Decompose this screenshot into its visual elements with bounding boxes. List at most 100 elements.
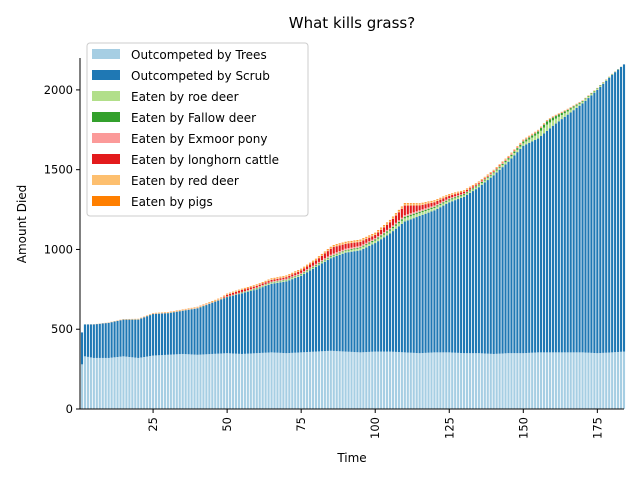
bar-segment-series-7 [403, 203, 406, 204]
bar-segment-series-6 [320, 254, 323, 256]
bar-segment-series-5 [362, 240, 365, 245]
bar-segment-series-0 [451, 352, 454, 409]
bar-segment-series-6 [344, 242, 347, 244]
bar-segment-series-0 [362, 352, 365, 409]
bar-segment-series-4 [234, 293, 238, 295]
bar-segment-series-1 [184, 310, 187, 355]
bar-segment-series-6 [400, 207, 403, 209]
bar-segment-series-1 [128, 319, 131, 357]
bar-segment-series-0 [255, 353, 258, 409]
bar-segment-series-6 [492, 170, 495, 172]
bar-segment-series-0 [163, 354, 166, 409]
bar-segment-series-2 [457, 197, 460, 200]
bar-segment-series-6 [468, 187, 472, 189]
bar-segment-series-4 [264, 283, 267, 285]
bar-segment-series-2 [513, 153, 516, 156]
bar-segment-series-3 [273, 281, 276, 283]
bar-segment-series-3 [468, 190, 472, 192]
bar-segment-series-2 [542, 127, 546, 134]
bar-segment-series-2 [498, 167, 501, 170]
bar-segment-series-1 [406, 220, 409, 353]
bar-segment-series-7 [234, 290, 238, 292]
bar-segment-series-1 [217, 300, 220, 354]
bar-segment-series-2 [593, 91, 596, 93]
bar-segment-series-0 [107, 357, 110, 409]
bar-segment-series-1 [326, 259, 329, 351]
bar-segment-series-1 [320, 263, 323, 352]
bar-segment-series-2 [448, 200, 451, 203]
bar-segment-series-5 [258, 284, 261, 287]
legend-frame [86, 42, 309, 217]
bar-segment-series-7 [335, 244, 338, 246]
bar-segment-series-1 [240, 293, 243, 354]
bar-segment-series-2 [548, 122, 552, 129]
bar-segment-series-6 [347, 242, 350, 244]
bar-segment-series-1 [101, 323, 104, 358]
bar-segment-series-2 [572, 107, 575, 111]
bar-segment-series-5 [234, 291, 238, 294]
bar-segment-series-0 [560, 352, 563, 409]
bar-segment-series-5 [359, 241, 362, 246]
bar-segment-series-3 [415, 212, 418, 215]
bar-segment-series-2 [605, 80, 608, 81]
bar-segment-series-0 [131, 357, 134, 409]
bar-segment-series-0 [489, 353, 492, 409]
bar-segment-series-0 [359, 352, 362, 409]
bar-segment-series-0 [178, 354, 181, 409]
bar-segment-series-3 [442, 202, 445, 204]
bar-segment-series-0 [581, 352, 584, 409]
bar-segment-series-2 [525, 141, 528, 145]
x-tick-label: 50 [220, 417, 234, 432]
bar-segment-series-3 [377, 237, 380, 239]
bar-segment-series-1 [261, 287, 264, 353]
bar-segment-series-2 [252, 289, 255, 291]
bar-segment-series-5 [344, 243, 347, 249]
bar-segment-series-2 [338, 253, 341, 255]
bar-segment-series-5 [267, 281, 270, 283]
bar-segment-series-6 [448, 194, 451, 196]
bar-segment-series-0 [122, 356, 125, 409]
bar-segment-series-1 [335, 256, 338, 352]
bar-segment-series-4 [243, 291, 246, 292]
bar-segment-series-6 [465, 188, 469, 190]
bar-segment-series-6 [451, 193, 454, 195]
x-axis-label: Time [336, 451, 366, 465]
bar-segment-series-0 [237, 353, 241, 409]
bar-segment-series-0 [457, 352, 460, 409]
bar-segment-series-6 [409, 204, 412, 206]
bar-segment-series-7 [397, 209, 400, 211]
bar-segment-series-1 [427, 212, 430, 353]
bar-segment-series-3 [406, 215, 409, 218]
bar-segment-series-5 [468, 188, 472, 190]
bar-segment-series-5 [489, 173, 492, 175]
bar-segment-series-0 [294, 352, 297, 409]
bar-segment-series-6 [406, 204, 409, 206]
x-tick-label: 125 [442, 417, 456, 439]
bar-segment-series-2 [569, 109, 572, 113]
bar-segment-series-6 [542, 123, 546, 125]
bar-segment-series-5 [442, 198, 445, 202]
bar-segment-series-3 [439, 203, 442, 205]
bar-segment-series-0 [264, 352, 267, 409]
bar-segment-series-0 [495, 353, 498, 409]
bar-segment-series-7 [424, 202, 427, 203]
bar-segment-series-3 [341, 251, 344, 253]
bar-segment-series-4 [329, 254, 332, 257]
bar-segment-series-4 [252, 288, 255, 289]
bar-segment-series-5 [365, 239, 368, 243]
bar-segment-series-5 [246, 288, 249, 291]
bar-segment-series-0 [445, 352, 448, 409]
bar-segment-series-5 [347, 243, 350, 249]
bar-segment-series-3 [551, 117, 554, 121]
bar-segment-series-0 [531, 352, 534, 409]
bar-segment-series-0 [424, 352, 427, 409]
bar-segment-series-0 [252, 353, 255, 409]
bar-segment-series-0 [365, 352, 368, 409]
bar-segment-series-1 [463, 196, 466, 354]
bar-segment-series-3 [537, 131, 540, 134]
bar-segment-series-0 [430, 352, 433, 409]
bar-segment-series-4 [240, 291, 243, 293]
bar-segment-series-0 [608, 352, 611, 409]
bar-segment-series-2 [599, 85, 602, 87]
bar-segment-series-2 [288, 279, 291, 281]
